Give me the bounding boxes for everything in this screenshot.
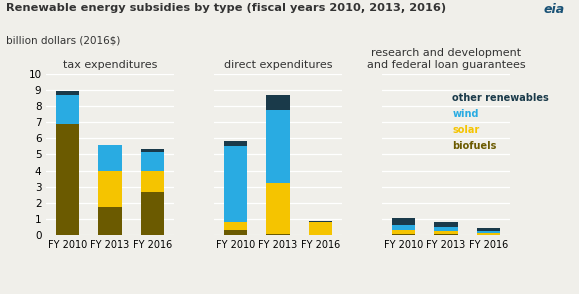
Text: wind: wind [452,109,479,119]
Bar [56,95,79,124]
Text: solar: solar [452,125,479,135]
Bar [477,233,500,235]
Bar [266,183,290,233]
Bar [477,231,500,233]
Bar [391,218,415,225]
Bar [434,234,457,235]
Bar [223,141,247,146]
Bar [391,225,415,230]
Bar [141,149,164,152]
Text: eia: eia [544,3,565,16]
Bar [98,171,122,207]
Bar [434,227,457,231]
Bar [309,220,332,222]
Bar [141,192,164,235]
Bar [266,95,290,110]
Bar [266,110,290,183]
Title: tax expenditures: tax expenditures [63,60,157,70]
Text: other renewables: other renewables [452,93,549,103]
Bar [141,152,164,171]
Bar [98,207,122,235]
Text: billion dollars (2016$): billion dollars (2016$) [6,35,120,45]
Bar [98,145,122,171]
Bar [434,222,457,227]
Bar [266,233,290,235]
Bar [391,230,415,234]
Bar [141,171,164,192]
Bar [223,222,247,230]
Bar [391,234,415,235]
Text: biofuels: biofuels [452,141,497,151]
Bar [434,231,457,234]
Title: research and development
and federal loan guarantees: research and development and federal loa… [367,48,525,70]
Bar [223,230,247,235]
Bar [477,228,500,231]
Title: direct expenditures: direct expenditures [223,60,332,70]
Text: Renewable energy subsidies by type (fiscal years 2010, 2013, 2016): Renewable energy subsidies by type (fisc… [6,3,446,13]
Bar [223,146,247,222]
Bar [56,124,79,235]
Bar [56,91,79,95]
Bar [309,222,332,235]
